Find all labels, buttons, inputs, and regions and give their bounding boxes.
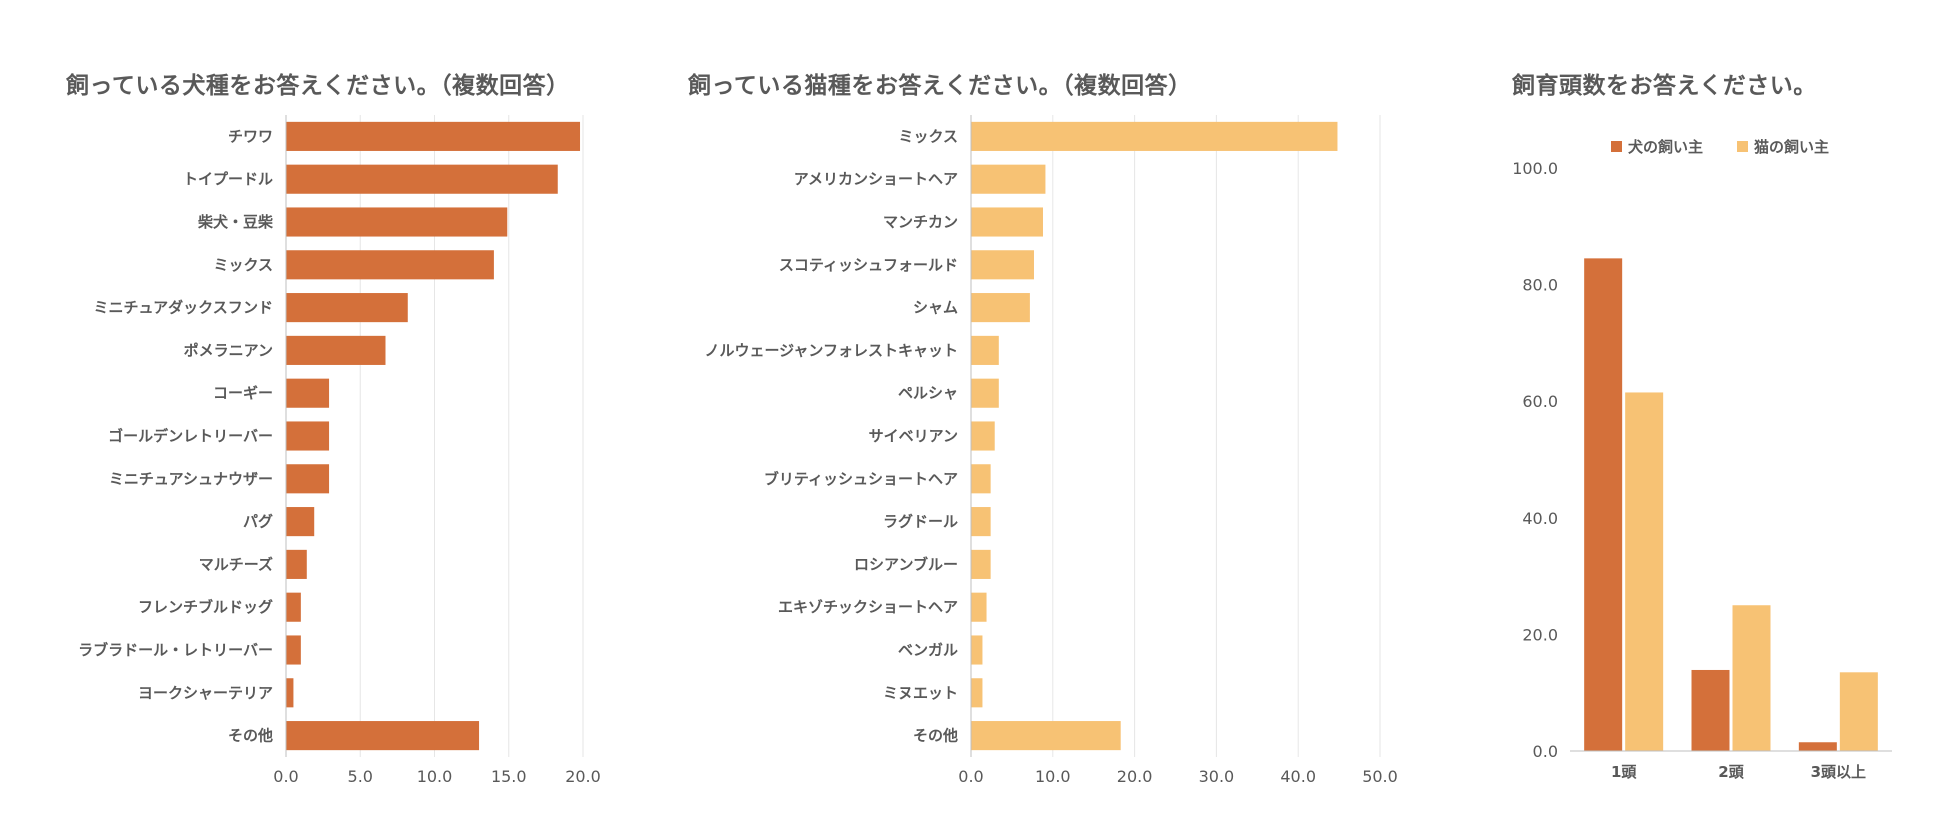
dog-breed-category-label: ヨークシャーテリア xyxy=(138,684,273,702)
dog-breed-chart-title: 飼っている犬種をお答えください。（複数回答） xyxy=(66,73,570,99)
pet-count-bar-cat xyxy=(1839,672,1878,751)
cat-breed-bar xyxy=(971,335,999,365)
cat-breed-category-label: スコティッシュフォールド xyxy=(779,256,958,274)
dog-breed-category-label: ミニチュアシュナウザー xyxy=(109,470,273,488)
pet-count-tick-label: 20.0 xyxy=(1522,625,1558,644)
dog-breed-bar xyxy=(286,464,330,494)
dog-breed-category-label: マルチーズ xyxy=(199,555,273,573)
dog-breed-bar xyxy=(286,293,408,323)
dog-breed-bar xyxy=(286,421,330,451)
dog-breed-category-label: フレンチブルドッグ xyxy=(138,598,273,616)
dog-breed-category-label: ミニチュアダックスフンド xyxy=(93,299,273,317)
cat-breed-tick-label: 10.0 xyxy=(1035,767,1071,786)
cat-breed-bar xyxy=(971,592,987,622)
cat-breed-category-label: サイベリアン xyxy=(869,427,958,445)
cat-breed-bar xyxy=(971,293,1030,323)
dog-breed-category-label: パグ xyxy=(243,513,273,531)
pet-count-bar-dog xyxy=(1584,258,1623,751)
dog-breed-category-label: 柴犬・豆柴 xyxy=(197,213,274,231)
cat-breed-category-label: ベンガル xyxy=(898,641,958,659)
cat-breed-category-label: ロシアンブルー xyxy=(854,555,958,573)
dog-breed-category-label: チワワ xyxy=(228,127,273,145)
dog-breed-tick-label: 0.0 xyxy=(273,767,298,786)
dog-breed-bar xyxy=(286,164,558,194)
pet-count-bar-dog xyxy=(1798,742,1837,751)
dog-breed-bar xyxy=(286,207,508,237)
cat-breed-bar xyxy=(971,507,991,537)
cat-breed-tick-label: 30.0 xyxy=(1199,767,1235,786)
pet-count-tick-label: 40.0 xyxy=(1522,509,1558,528)
cat-breed-category-label: マンチカン xyxy=(883,213,958,231)
dog-breed-category-label: コーギー xyxy=(213,384,273,402)
legend-swatch-dog xyxy=(1611,141,1622,152)
legend-item-dog: 犬の飼い主 xyxy=(1611,136,1703,157)
pet-count-tick-label: 60.0 xyxy=(1522,392,1558,411)
pet-count-chart-title: 飼育頭数をお答えください。 xyxy=(1512,73,1817,99)
pet-count-tick-label: 0.0 xyxy=(1533,742,1558,761)
cat-breed-tick-label: 0.0 xyxy=(958,767,983,786)
dog-breed-tick-label: 10.0 xyxy=(417,767,453,786)
legend-label-dog: 犬の飼い主 xyxy=(1628,138,1704,156)
dog-breed-tick-label: 20.0 xyxy=(565,767,601,786)
cat-breed-category-label: ペルシャ xyxy=(898,384,958,402)
pet-count-legend: 犬の飼い主 猫の飼い主 xyxy=(1611,136,1829,157)
dog-breed-category-label: ゴールデンレトリーバー xyxy=(108,427,273,445)
dog-breed-bar xyxy=(286,250,494,280)
legend-item-cat: 猫の飼い主 xyxy=(1737,136,1829,157)
dog-breed-category-label: トイプードル xyxy=(183,170,273,188)
cat-breed-tick-label: 40.0 xyxy=(1280,767,1316,786)
pet-count-bar-cat xyxy=(1625,392,1664,751)
cat-breed-category-label: ラグドール xyxy=(883,513,958,531)
pet-count-tick-label: 80.0 xyxy=(1522,276,1558,295)
legend-label-cat: 猫の飼い主 xyxy=(1754,138,1830,156)
dog-breed-category-label: ラブラドール・レトリーバー xyxy=(78,641,273,659)
legend-swatch-cat xyxy=(1737,141,1749,152)
cat-breed-category-label: ミヌエット xyxy=(883,684,958,702)
cat-breed-category-label: ノルウェージャンフォレストキャット xyxy=(704,341,958,359)
pet-count-category-label: 2頭 xyxy=(1718,763,1744,781)
pet-count-bar-cat xyxy=(1732,605,1771,751)
pet-count-tick-label: 100.0 xyxy=(1512,159,1558,178)
dog-breed-bar xyxy=(286,507,315,537)
cat-breed-bar xyxy=(971,464,991,494)
cat-breed-bar xyxy=(971,207,1043,237)
cat-breed-category-label: アメリカンショートヘア xyxy=(794,170,958,188)
cat-breed-category-label: エキゾチックショートヘア xyxy=(778,598,958,616)
cat-breed-bar xyxy=(971,250,1034,280)
cat-breed-chart-title: 飼っている猫種をお答えください。（複数回答） xyxy=(688,73,1192,99)
pet-count-category-label: 1頭 xyxy=(1611,763,1637,781)
dog-breed-bar xyxy=(286,678,294,708)
cat-breed-tick-label: 20.0 xyxy=(1117,767,1153,786)
cat-breed-category-label: シャム xyxy=(913,299,958,317)
dog-breed-bar xyxy=(286,721,480,751)
cat-breed-bar xyxy=(971,121,1338,151)
dog-breed-category-label: ミックス xyxy=(213,256,273,274)
dog-breed-tick-label: 15.0 xyxy=(491,767,527,786)
pet-count-category-label: 3頭以上 xyxy=(1811,763,1866,781)
cat-breed-category-label: ブリティッシュショートヘア xyxy=(764,470,958,488)
cat-breed-bar xyxy=(971,378,999,408)
cat-breed-bar xyxy=(971,164,1046,194)
cat-breed-category-label: ミックス xyxy=(898,127,958,145)
cat-breed-bar xyxy=(971,721,1121,751)
dog-breed-category-label: その他 xyxy=(228,727,273,745)
pet-count-bar-dog xyxy=(1691,669,1730,751)
cat-breed-tick-label: 50.0 xyxy=(1362,767,1398,786)
dog-breed-bar xyxy=(286,335,386,365)
dog-breed-tick-label: 5.0 xyxy=(348,767,373,786)
dog-breed-category-label: ポメラニアン xyxy=(184,341,273,359)
cat-breed-bar xyxy=(971,421,995,451)
dog-breed-bar xyxy=(286,635,301,665)
cat-breed-bar xyxy=(971,678,983,708)
dog-breed-bar xyxy=(286,549,307,579)
dog-breed-bar xyxy=(286,121,581,151)
cat-breed-category-label: その他 xyxy=(913,727,958,745)
cat-breed-bar xyxy=(971,549,991,579)
dog-breed-bar xyxy=(286,378,330,408)
dog-breed-bar xyxy=(286,592,301,622)
cat-breed-bar xyxy=(971,635,983,665)
